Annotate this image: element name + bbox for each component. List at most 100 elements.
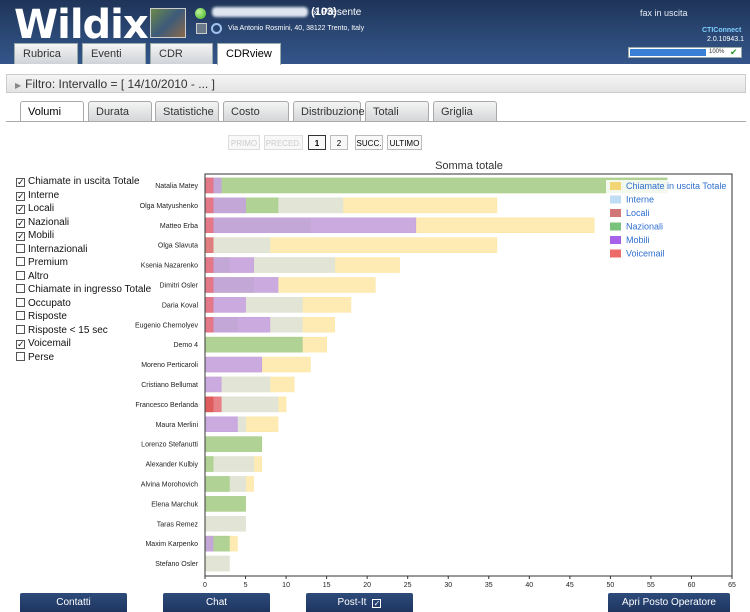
category-label: Ksenia Nazarenko	[141, 263, 198, 270]
category-label: Alexander Kulbiy	[145, 462, 198, 469]
category-label: Olga Slavuta	[158, 243, 198, 250]
tab-eventi[interactable]: Eventi	[82, 43, 146, 64]
presence-status[interactable]: » Presente	[313, 7, 361, 18]
legend-swatch	[610, 222, 621, 231]
cti-version: 2.0.10943.1	[707, 36, 744, 43]
filter-row[interactable]: Chiamate in ingresso Totale	[16, 284, 151, 297]
presence-status-icon[interactable]	[195, 8, 206, 19]
filter-label: Altro	[28, 270, 49, 282]
bar-mobili	[205, 416, 238, 432]
location-icon[interactable]	[196, 23, 207, 34]
category-label: Cristiano Bellumat	[141, 382, 198, 389]
presence-label: Presente	[321, 7, 362, 18]
checkbox[interactable]	[16, 284, 25, 293]
category-label: Daria Koval	[162, 302, 199, 309]
filter-row[interactable]: ✓ Voicemail	[16, 338, 71, 351]
filter-row[interactable]: Risposte < 15 sec	[16, 324, 108, 338]
pager-ultimo[interactable]: ULTIMO	[387, 135, 422, 150]
pager-primo: PRIMO	[228, 135, 260, 150]
fax-status: fax in uscita	[640, 8, 688, 18]
filter-row[interactable]: Occupato	[16, 297, 71, 311]
bar-locali	[205, 297, 214, 313]
subtab-durata[interactable]: Durata	[88, 101, 152, 121]
tab-divider	[6, 121, 746, 122]
contatti-button[interactable]: Contatti	[20, 593, 127, 612]
checkbox[interactable]: ✓	[16, 204, 25, 214]
bar-locali	[205, 277, 214, 293]
filter-row[interactable]: ✓ Nazionali	[16, 217, 69, 230]
filter-row[interactable]: ✓ Interne	[16, 190, 59, 203]
checkbox[interactable]	[16, 270, 25, 280]
subtab-volumi[interactable]: Volumi	[20, 101, 84, 122]
checkbox[interactable]	[16, 311, 25, 320]
category-label: Taras Remez	[157, 521, 199, 528]
filter-row[interactable]: Altro	[16, 270, 49, 284]
pager-1[interactable]: 1	[308, 135, 326, 150]
bar-nazionali	[205, 496, 246, 512]
button-label: Apri Posto Operatore	[622, 597, 716, 608]
x-tick-label: 30	[444, 582, 452, 589]
pager-succ[interactable]: SUCC.	[355, 135, 383, 150]
subtab-griglia[interactable]: Griglia	[433, 101, 497, 121]
expand-arrow-icon[interactable]: ▶	[15, 81, 22, 90]
bar-interne	[205, 237, 271, 253]
post-it-checkbox[interactable]: ✓	[372, 599, 382, 608]
filter-label: Locali	[28, 203, 55, 214]
category-label: Demo 4	[173, 342, 198, 349]
legend-swatch	[610, 209, 621, 217]
filter-label: Occupato	[28, 297, 71, 309]
filter-row[interactable]: Internazionali	[16, 243, 87, 257]
filter-row[interactable]: Premium	[16, 257, 68, 270]
category-label: Francesco Berlanda	[135, 402, 198, 409]
apri-posto-operatore-button[interactable]: Apri Posto Operatore	[608, 593, 730, 612]
x-tick-label: 35	[485, 582, 493, 589]
filter-row[interactable]: Risposte	[16, 311, 67, 324]
checkbox[interactable]: ✓	[16, 177, 25, 187]
x-tick-label: 55	[647, 582, 655, 589]
checkbox[interactable]: ✓	[16, 231, 25, 241]
checkbox[interactable]: ✓	[16, 190, 25, 201]
checkbox[interactable]	[16, 351, 25, 361]
avatar[interactable]	[150, 8, 186, 38]
presence-separator: »	[313, 7, 319, 18]
checkbox[interactable]: ✓	[16, 217, 25, 228]
tab-cdr[interactable]: CDR	[150, 43, 213, 64]
bar-mobili	[205, 277, 279, 293]
filter-label: Chiamate in ingresso Totale	[28, 284, 152, 295]
filter-row[interactable]: ✓ Locali	[16, 203, 54, 216]
pager-2[interactable]: 2	[330, 135, 348, 150]
checkbox[interactable]: ✓	[16, 339, 25, 349]
x-tick-label: 65	[728, 582, 736, 589]
filter-row[interactable]: ✓ Mobili	[16, 230, 54, 243]
subtab-totali[interactable]: Totali	[365, 101, 429, 121]
post-it-button[interactable]: Post-It ✓	[306, 593, 413, 612]
legend-swatch	[610, 182, 621, 190]
tab-cdrview[interactable]: CDRview	[217, 43, 281, 65]
checkbox[interactable]	[16, 324, 25, 334]
category-label: Maxim Karpenko	[145, 541, 198, 548]
filter-row[interactable]: Perse	[16, 351, 54, 365]
category-label: Olga Matyushenko	[140, 203, 198, 210]
bar-locali	[205, 177, 214, 194]
category-label: Stefano Osler	[155, 561, 198, 568]
bar-mobili	[205, 356, 263, 373]
check-icon: ✔	[730, 47, 738, 57]
filter-row[interactable]: ✓ Chiamate in uscita Totale	[16, 176, 140, 189]
checkbox[interactable]	[16, 243, 25, 253]
x-tick-label: 60	[688, 582, 696, 589]
app-logo: Wildix	[14, 2, 149, 48]
bar-locali	[205, 257, 214, 273]
checkbox[interactable]	[16, 297, 25, 307]
bar-nazionali	[205, 436, 263, 452]
tab-rubrica[interactable]: Rubrica	[14, 43, 78, 64]
subtab-statistiche[interactable]: Statistiche	[155, 101, 219, 121]
chat-button[interactable]: Chat	[163, 593, 270, 612]
refresh-icon[interactable]	[211, 23, 222, 34]
subtab-costo[interactable]: Costo	[223, 101, 289, 121]
filter-bar[interactable]: ▶ Filtro: Intervallo = [ 14/10/2010 - ...…	[6, 74, 746, 93]
category-label: Moreno Perticaroli	[141, 362, 198, 369]
checkbox[interactable]	[16, 257, 25, 266]
subtab-distribuzione[interactable]: Distribuzione	[293, 101, 365, 121]
button-label: Post-It	[337, 597, 367, 608]
legend-swatch	[610, 195, 621, 204]
